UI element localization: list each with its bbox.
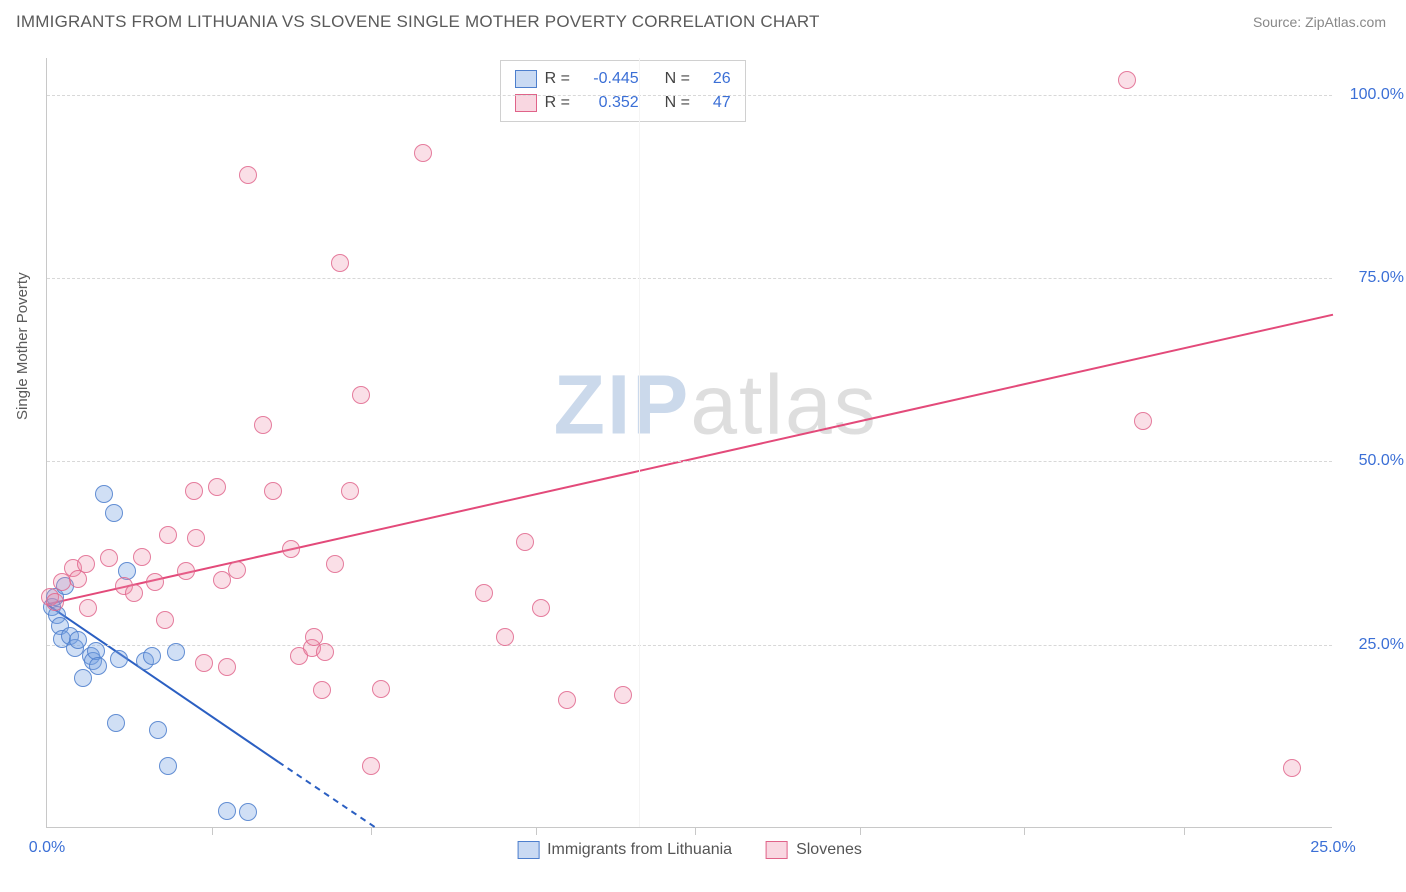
- x-minor-tick: [536, 827, 537, 835]
- y-axis-label: Single Mother Poverty: [14, 272, 31, 420]
- legend-series-label: Immigrants from Lithuania: [547, 841, 732, 859]
- data-point: [228, 561, 246, 579]
- chart-header: IMMIGRANTS FROM LITHUANIA VS SLOVENE SIN…: [0, 0, 1406, 44]
- gridline-h: [47, 95, 1332, 96]
- legend-series-item: Immigrants from Lithuania: [517, 841, 732, 859]
- legend-swatch: [517, 841, 539, 859]
- data-point: [100, 549, 118, 567]
- data-point: [326, 555, 344, 573]
- data-point: [1118, 71, 1136, 89]
- legend-stat-row: R = -0.445 N = 26: [515, 67, 731, 91]
- data-point: [74, 669, 92, 687]
- data-point: [208, 478, 226, 496]
- legend-n-value: 26: [701, 67, 731, 91]
- trend-line-dashed: [278, 762, 376, 828]
- data-point: [352, 386, 370, 404]
- legend-series: Immigrants from Lithuania Slovenes: [517, 841, 862, 859]
- data-point: [149, 721, 167, 739]
- data-point: [107, 714, 125, 732]
- legend-n-label: N =: [665, 67, 693, 91]
- x-minor-tick: [371, 827, 372, 835]
- x-minor-tick: [212, 827, 213, 835]
- chart-source: Source: ZipAtlas.com: [1253, 14, 1386, 30]
- data-point: [558, 691, 576, 709]
- data-point: [213, 571, 231, 589]
- data-point: [475, 584, 493, 602]
- gridline-h: [47, 645, 1332, 646]
- legend-swatch: [515, 70, 537, 88]
- x-minor-tick: [860, 827, 861, 835]
- data-point: [414, 144, 432, 162]
- data-point: [218, 658, 236, 676]
- data-point: [46, 593, 64, 611]
- x-minor-tick: [1024, 827, 1025, 835]
- data-point: [159, 526, 177, 544]
- data-point: [77, 555, 95, 573]
- data-point: [254, 416, 272, 434]
- legend-stats: R =-0.445N =26R =0.352N =47: [500, 60, 746, 122]
- data-point: [614, 686, 632, 704]
- data-point: [341, 482, 359, 500]
- data-point: [105, 504, 123, 522]
- data-point: [110, 650, 128, 668]
- data-point: [218, 802, 236, 820]
- data-point: [69, 631, 87, 649]
- data-point: [1283, 759, 1301, 777]
- data-point: [239, 803, 257, 821]
- x-minor-tick: [695, 827, 696, 835]
- y-tick-label: 100.0%: [1344, 86, 1404, 104]
- data-point: [125, 584, 143, 602]
- y-tick-label: 50.0%: [1344, 452, 1404, 470]
- data-point: [143, 647, 161, 665]
- data-point: [195, 654, 213, 672]
- data-point: [264, 482, 282, 500]
- data-point: [177, 562, 195, 580]
- gridline-h: [47, 461, 1332, 462]
- data-point: [185, 482, 203, 500]
- y-tick-label: 75.0%: [1344, 269, 1404, 287]
- legend-series-item: Slovenes: [766, 841, 862, 859]
- gridline-h: [47, 278, 1332, 279]
- legend-swatch: [515, 94, 537, 112]
- data-point: [313, 681, 331, 699]
- plot-area: ZIPatlas R =-0.445N =26R =0.352N =47 Imm…: [46, 58, 1332, 828]
- data-point: [89, 657, 107, 675]
- data-point: [159, 757, 177, 775]
- gridline-v: [639, 58, 640, 827]
- data-point: [372, 680, 390, 698]
- chart-title: IMMIGRANTS FROM LITHUANIA VS SLOVENE SIN…: [16, 12, 820, 32]
- data-point: [79, 599, 97, 617]
- x-tick-label: 0.0%: [29, 839, 65, 857]
- data-point: [496, 628, 514, 646]
- legend-series-label: Slovenes: [796, 841, 862, 859]
- legend-swatch: [766, 841, 788, 859]
- legend-r-value: -0.445: [581, 67, 639, 91]
- y-tick-label: 25.0%: [1344, 636, 1404, 654]
- data-point: [316, 643, 334, 661]
- data-point: [282, 540, 300, 558]
- data-point: [239, 166, 257, 184]
- data-point: [331, 254, 349, 272]
- legend-r-label: R =: [545, 67, 573, 91]
- data-point: [156, 611, 174, 629]
- data-point: [146, 573, 164, 591]
- data-point: [95, 485, 113, 503]
- x-minor-tick: [1184, 827, 1185, 835]
- data-point: [187, 529, 205, 547]
- data-point: [167, 643, 185, 661]
- data-point: [362, 757, 380, 775]
- data-point: [532, 599, 550, 617]
- data-point: [133, 548, 151, 566]
- data-point: [516, 533, 534, 551]
- data-point: [1134, 412, 1152, 430]
- x-tick-label: 25.0%: [1310, 839, 1355, 857]
